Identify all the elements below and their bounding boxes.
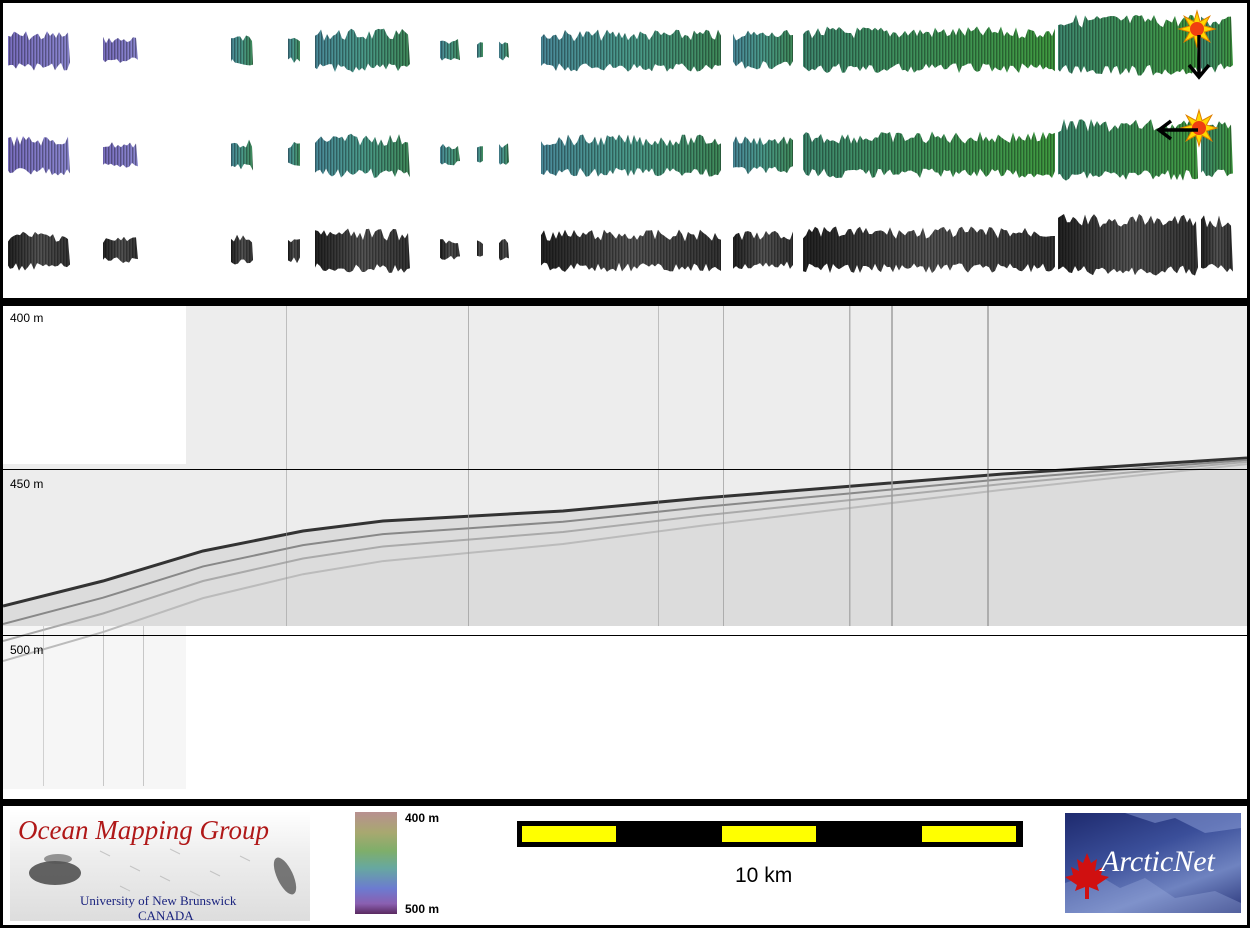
swath-strip-texture (8, 31, 70, 71)
swath-strip-texture (1201, 215, 1233, 273)
noise-streak (723, 306, 724, 626)
noise-streak (143, 626, 144, 786)
swath-views (8, 9, 1233, 276)
swath-strip-texture (499, 41, 509, 61)
maple-leaf-icon (1065, 853, 1109, 899)
omg-university: University of New Brunswick (80, 893, 237, 908)
noise-streak (43, 626, 44, 786)
swath-strip-texture (440, 143, 460, 166)
swath-strip-texture (1201, 16, 1233, 73)
swath-strip-texture (440, 38, 460, 61)
subbottom-profile: 400 m 450 m 500 m (3, 306, 1247, 799)
arcticnet-wordmark: ArcticNet (1101, 845, 1215, 878)
swath-strip-texture (315, 228, 410, 273)
noise-streak (987, 306, 989, 626)
seabed-reflector (3, 456, 1247, 608)
swath-strip-texture (288, 141, 300, 166)
swath-strip-texture (103, 236, 138, 264)
omg-title: Ocean Mapping Group (18, 815, 269, 845)
swath-strip-texture (231, 35, 253, 66)
swath-strip-texture (477, 146, 483, 163)
scale-bar (517, 821, 1023, 847)
sun-icon (1177, 9, 1217, 49)
swath-strip-texture (1058, 213, 1198, 276)
omg-country: CANADA (138, 908, 194, 921)
swath-strip-texture (803, 26, 1055, 74)
swath-strip-texture (733, 30, 793, 70)
swath-strip-texture (103, 36, 138, 63)
swath-strip-texture (477, 42, 483, 58)
depth-label-400: 400 m (10, 311, 44, 325)
scale-bar-label: 10 km (735, 864, 793, 887)
swath-strip-texture (103, 142, 138, 168)
noise-streak (849, 306, 851, 626)
swath-strip-texture (1058, 118, 1198, 181)
swath-strip-texture (288, 37, 300, 63)
swath-strip-texture (803, 131, 1055, 179)
swath-strip-texture (231, 234, 253, 265)
noise-streak (103, 626, 104, 786)
swath-strip-texture (8, 231, 70, 271)
arcticnet-map-art (1065, 813, 1241, 913)
swath-strip-texture (231, 139, 253, 171)
subsurface-reflector (3, 460, 1247, 642)
ocean-mapping-group-logo: Ocean Mapping Group University of New Br… (10, 811, 310, 921)
noise-streak (468, 306, 469, 626)
swath-strip-texture (733, 230, 793, 269)
subsurface-reflector (3, 463, 1247, 662)
depth-label-450: 450 m (10, 477, 44, 491)
swath-strip-texture (315, 133, 410, 178)
swath-strip-texture (315, 28, 410, 73)
swath-strip-texture (8, 136, 70, 176)
noise-streak (286, 306, 287, 626)
scale-bar-segment (922, 826, 1016, 842)
swath-strip-texture (1058, 14, 1198, 76)
swath-strip-texture (541, 229, 721, 272)
arrow-down-icon (1187, 35, 1211, 80)
omg-logo-art (29, 848, 297, 897)
colorbar-top-label: 400 m (405, 811, 440, 825)
legend-footer: Ocean Mapping Group University of New Br… (3, 806, 1247, 925)
depth-colorbar (355, 812, 397, 914)
profile-image (3, 306, 1247, 789)
sun-icon (1179, 108, 1219, 148)
scale-bar-segment (722, 826, 816, 842)
swath-strip-texture (541, 29, 721, 72)
colorbar-bottom-label: 500 m (405, 902, 440, 916)
swath-strip-texture (803, 226, 1055, 274)
swath-strip-texture (440, 239, 460, 260)
scale-bar-segment (522, 826, 616, 842)
noise-streak (891, 306, 893, 626)
depth-gridline-500 (3, 635, 1247, 636)
depth-gridline-450 (3, 469, 1247, 470)
swath-panel (3, 3, 1247, 298)
swath-strip-texture (733, 136, 793, 175)
noise-streak (658, 306, 659, 626)
arcticnet-logo: ArcticNet (1065, 813, 1241, 913)
swath-strip-texture (541, 134, 721, 177)
swath-strip-texture (499, 143, 509, 165)
swath-strip-texture (499, 238, 509, 261)
subsurface-reflector (3, 459, 1247, 625)
arrow-left-icon (1156, 119, 1198, 141)
swath-strip-texture (477, 240, 483, 257)
sediment-fill (3, 458, 1247, 626)
depth-label-500: 500 m (10, 643, 44, 657)
swath-strip-texture (288, 239, 300, 264)
